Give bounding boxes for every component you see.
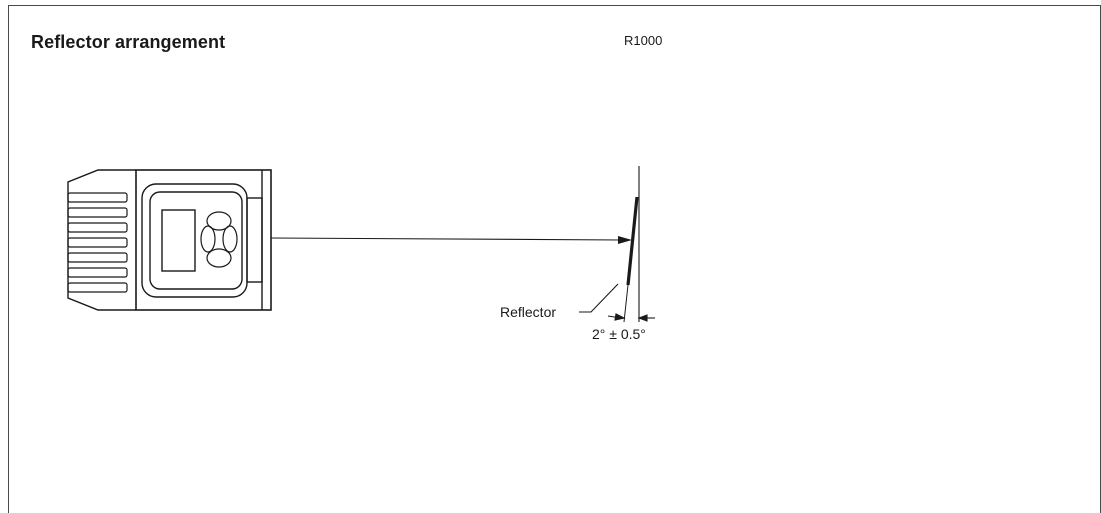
display-screen <box>161 209 196 272</box>
reflector-leader-line <box>579 283 619 313</box>
display-panel-outer <box>141 183 248 298</box>
button-up <box>206 211 232 231</box>
button-left <box>200 225 216 253</box>
display-panel-inner <box>149 191 243 290</box>
angle-label: 2° ± 0.5° <box>592 326 646 342</box>
reflector-label: Reflector <box>500 304 556 320</box>
diagram-title: Reflector arrangement <box>31 32 226 52</box>
control-buttons <box>200 211 238 268</box>
sensor-body <box>135 169 272 311</box>
angle-dimension <box>607 313 655 322</box>
reflector <box>626 196 639 286</box>
reflector-extension-line <box>623 284 629 323</box>
button-down <box>206 248 232 268</box>
sensor-rear-housing <box>67 169 136 311</box>
light-beam <box>270 236 632 244</box>
beam-arrowhead <box>618 236 632 244</box>
sensor-ribs <box>67 192 128 293</box>
sensor-device <box>67 169 272 311</box>
drawing-code: R1000 <box>624 33 663 48</box>
button-right <box>222 225 238 253</box>
sensor-front-window <box>246 197 263 283</box>
